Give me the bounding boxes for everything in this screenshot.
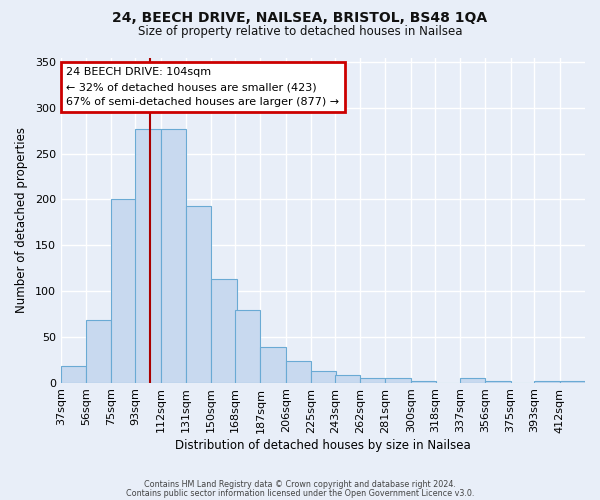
Bar xyxy=(535,381,560,382)
Bar xyxy=(335,376,360,382)
Text: 24, BEECH DRIVE, NAILSEA, BRISTOL, BS48 1QA: 24, BEECH DRIVE, NAILSEA, BRISTOL, BS48 … xyxy=(112,12,488,26)
Bar xyxy=(86,320,112,382)
Bar xyxy=(311,371,336,382)
Y-axis label: Number of detached properties: Number of detached properties xyxy=(15,127,28,313)
Text: 24 BEECH DRIVE: 104sqm
← 32% of detached houses are smaller (423)
67% of semi-de: 24 BEECH DRIVE: 104sqm ← 32% of detached… xyxy=(66,68,339,107)
Bar xyxy=(112,200,137,382)
Bar xyxy=(385,378,411,382)
Text: Contains HM Land Registry data © Crown copyright and database right 2024.: Contains HM Land Registry data © Crown c… xyxy=(144,480,456,489)
Bar xyxy=(136,129,161,382)
X-axis label: Distribution of detached houses by size in Nailsea: Distribution of detached houses by size … xyxy=(175,440,471,452)
Text: Size of property relative to detached houses in Nailsea: Size of property relative to detached ho… xyxy=(138,25,462,38)
Bar xyxy=(360,378,385,382)
Bar xyxy=(485,381,511,382)
Bar xyxy=(61,366,86,382)
Bar xyxy=(411,381,436,382)
Bar xyxy=(260,347,286,382)
Text: Contains public sector information licensed under the Open Government Licence v3: Contains public sector information licen… xyxy=(126,488,474,498)
Bar xyxy=(186,206,211,382)
Bar xyxy=(235,310,260,382)
Bar xyxy=(286,360,311,382)
Bar xyxy=(460,378,485,382)
Bar xyxy=(161,129,186,382)
Bar xyxy=(560,381,585,382)
Bar xyxy=(211,279,236,382)
